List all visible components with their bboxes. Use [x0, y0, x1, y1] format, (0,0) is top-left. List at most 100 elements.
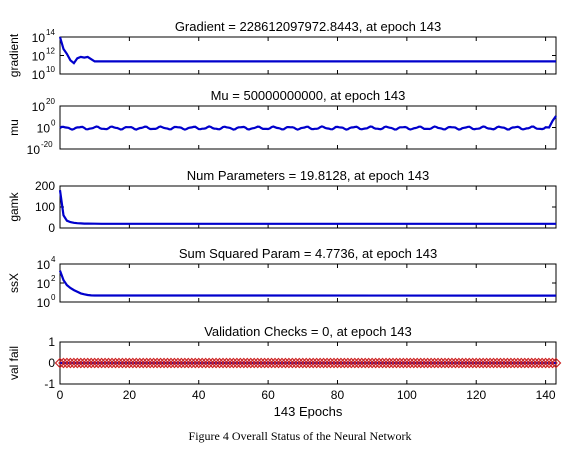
data-point-marker — [398, 357, 409, 369]
data-point-marker — [311, 357, 323, 369]
data-point-marker — [325, 357, 336, 369]
data-point-marker — [221, 357, 232, 369]
data-point-marker — [547, 357, 558, 369]
data-point-marker — [103, 357, 114, 369]
data-point-marker — [176, 357, 187, 369]
data-point-marker — [144, 357, 156, 369]
data-point-marker — [92, 357, 104, 369]
data-point-marker — [450, 357, 461, 369]
data-point-marker — [370, 357, 381, 369]
data-point-marker — [248, 357, 260, 369]
data-point-marker — [498, 357, 510, 369]
data-point-marker — [259, 357, 270, 369]
data-point-marker — [130, 357, 142, 369]
data-point-marker — [443, 357, 454, 369]
data-point-marker — [304, 357, 316, 369]
data-point-marker — [408, 357, 420, 369]
data-point-marker — [359, 357, 371, 369]
data-point-marker — [75, 357, 87, 369]
data-point-marker — [363, 357, 375, 369]
y-tick-label: 10 — [32, 50, 46, 64]
data-point-marker — [467, 357, 479, 369]
data-point-marker — [457, 357, 468, 369]
y-axis-label: val fail — [7, 346, 21, 380]
data-point-marker — [373, 357, 385, 369]
data-point-marker — [391, 357, 402, 369]
data-point-marker — [349, 357, 361, 369]
data-point-marker — [71, 357, 83, 369]
data-point-marker — [536, 357, 548, 369]
data-point-marker — [342, 357, 354, 369]
y-tick-exponent: -20 — [41, 140, 53, 149]
data-point-marker — [287, 357, 298, 369]
data-point-marker — [404, 357, 416, 369]
y-tick-exponent: 0 — [51, 293, 56, 302]
x-tick-label: 140 — [536, 388, 556, 402]
data-point-marker — [186, 357, 198, 369]
data-point-marker — [352, 357, 364, 369]
data-point-marker — [151, 357, 163, 369]
data-point-marker — [207, 357, 218, 369]
data-point-marker — [58, 357, 69, 369]
axes-frame — [59, 185, 557, 229]
data-point-marker — [203, 357, 215, 369]
data-point-marker — [515, 357, 527, 369]
panel-title: Sum Squared Param = 4.7736, at epoch 143 — [179, 246, 437, 261]
y-tick-label: 0 — [48, 221, 55, 235]
data-point-marker — [339, 357, 350, 369]
data-point-marker — [463, 357, 475, 369]
data-point-marker — [214, 357, 225, 369]
data-point-marker — [533, 357, 545, 369]
data-point-marker — [148, 357, 159, 369]
y-tick-label: -1 — [44, 377, 55, 391]
data-point-marker — [495, 357, 506, 369]
data-point-marker — [89, 357, 101, 369]
data-point-marker — [224, 357, 236, 369]
series-line — [59, 115, 557, 131]
series-line — [58, 270, 557, 297]
data-point-marker — [273, 357, 284, 369]
data-point-marker — [280, 357, 291, 369]
data-point-marker — [65, 357, 76, 369]
y-tick-exponent: 12 — [46, 47, 55, 56]
data-point-marker — [141, 357, 153, 369]
data-point-marker — [134, 357, 146, 369]
data-point-marker — [460, 357, 472, 369]
data-point-marker — [158, 357, 170, 369]
data-point-marker — [332, 357, 343, 369]
x-tick-label: 20 — [123, 388, 137, 402]
data-point-marker — [106, 357, 118, 369]
data-point-marker — [210, 357, 222, 369]
data-point-marker — [425, 357, 437, 369]
panel-title: Mu = 50000000000, at epoch 143 — [211, 88, 406, 103]
data-point-marker — [266, 357, 277, 369]
data-point-marker — [384, 357, 395, 369]
data-point-marker — [78, 357, 90, 369]
y-tick-exponent: 2 — [51, 274, 56, 283]
figure-caption: Figure 4 Overall Status of the Neural Ne… — [189, 429, 412, 443]
data-point-marker — [252, 357, 264, 369]
data-point-marker — [314, 357, 326, 369]
data-point-marker — [127, 357, 139, 369]
panel-title: Gradient = 228612097972.8443, at epoch 1… — [175, 19, 441, 34]
data-point-marker — [110, 357, 121, 369]
y-axis-label: gamk — [7, 191, 21, 221]
series-line — [58, 190, 556, 225]
data-point-marker — [137, 357, 149, 369]
data-point-marker — [394, 357, 406, 369]
data-point-marker — [85, 357, 97, 369]
series-line — [58, 36, 556, 65]
axes-frame — [59, 36, 557, 75]
data-point-marker — [231, 357, 243, 369]
data-point-marker — [429, 357, 440, 369]
x-axis-label: 143 Epochs — [274, 404, 343, 419]
data-point-marker — [484, 357, 496, 369]
panel-4: Sum Squared Param = 4.7736, at epoch 143… — [7, 246, 557, 310]
data-point-marker — [505, 357, 517, 369]
data-point-marker — [432, 357, 444, 369]
data-point-marker — [519, 357, 531, 369]
data-point-marker — [179, 357, 191, 369]
data-point-marker — [196, 357, 208, 369]
panel-title: Validation Checks = 0, at epoch 143 — [204, 324, 412, 339]
data-point-marker — [300, 357, 312, 369]
